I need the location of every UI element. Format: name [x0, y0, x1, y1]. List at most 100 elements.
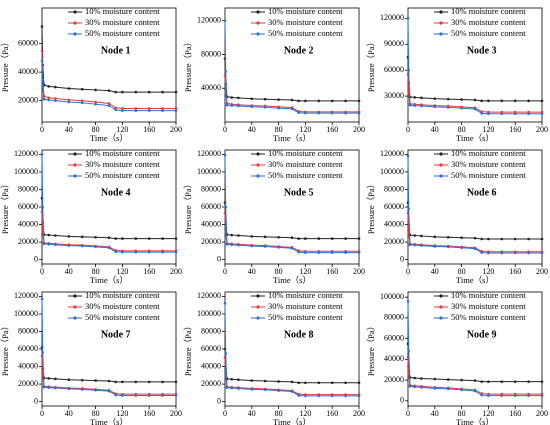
legend-label: 50% moisture content — [85, 170, 160, 180]
x-tick-label: 160 — [509, 409, 521, 418]
point — [230, 96, 233, 99]
y-tick-label: 100000 — [14, 167, 38, 176]
x-tick-label: 160 — [326, 125, 338, 134]
point — [317, 99, 321, 103]
point — [473, 247, 477, 250]
point — [297, 111, 301, 115]
y-tick-label: 0 — [34, 396, 38, 405]
x-tick-label: 200 — [170, 267, 182, 276]
point — [433, 105, 437, 109]
point — [107, 102, 111, 105]
point — [357, 99, 361, 103]
point — [413, 243, 417, 247]
point — [147, 109, 151, 112]
point — [40, 25, 44, 28]
x-tick-label: 160 — [509, 125, 521, 134]
legend-label: 10% moisture content — [268, 6, 343, 16]
point — [47, 377, 50, 380]
legend-label: 10% moisture content — [451, 290, 526, 300]
legend-marker — [439, 294, 443, 298]
point — [47, 233, 50, 237]
x-tick-label: 40 — [431, 267, 439, 276]
panel: 20000 40000 60000 0 40 80 120 160 200 Time（s） Pres… — [0, 6, 182, 143]
point — [330, 99, 334, 103]
point — [357, 111, 361, 115]
point — [527, 112, 530, 116]
legend-label: 10% moisture content — [85, 6, 160, 16]
point — [297, 381, 301, 385]
x-tick-label: 200 — [353, 409, 365, 418]
x-tick-label: 0 — [406, 409, 410, 418]
y-tick-label: 120000 — [197, 291, 221, 300]
point — [487, 380, 490, 383]
x-tick-label: 80 — [458, 409, 466, 418]
point — [67, 235, 71, 238]
point — [174, 250, 178, 254]
legend-label: 30% moisture content — [451, 17, 526, 27]
y-axis-title: Pressure（Pa） — [183, 38, 193, 92]
point — [263, 388, 267, 392]
y-tick-label: 40000 — [18, 67, 38, 76]
y-tick-label: 20000 — [18, 379, 38, 388]
point — [304, 381, 307, 385]
y-tick-label: 40000 — [18, 219, 38, 228]
x-axis-title: Time（s） — [90, 133, 128, 143]
series-line — [407, 343, 542, 383]
point — [121, 107, 124, 110]
series-line — [41, 347, 176, 383]
point — [94, 102, 97, 106]
legend-label: 50% moisture content — [268, 28, 343, 38]
point — [161, 380, 164, 384]
point — [446, 378, 450, 381]
point — [250, 235, 254, 238]
point — [223, 153, 227, 157]
y-tick-label: 60000 — [18, 344, 38, 353]
point — [80, 378, 84, 382]
point — [94, 100, 97, 104]
point — [114, 106, 117, 110]
node-label: Node 5 — [284, 188, 314, 199]
point — [513, 394, 517, 397]
point — [80, 235, 84, 239]
point — [114, 90, 117, 94]
legend-label: 30% moisture content — [85, 17, 160, 27]
point — [500, 251, 504, 255]
x-axis-title: Time（s） — [90, 275, 128, 285]
point — [480, 99, 484, 103]
point — [94, 388, 97, 392]
y-tick-label: 100000 — [197, 309, 221, 318]
point — [407, 68, 410, 72]
x-tick-label: 120 — [299, 125, 311, 134]
point — [460, 98, 463, 101]
y-tick-label: 80000 — [18, 184, 38, 193]
panel: 0 20000 40000 60000 80000 100000 120000 0 40 80 12… — [0, 290, 182, 425]
legend-marker — [73, 174, 77, 178]
x-tick-label: 200 — [536, 267, 548, 276]
point — [161, 237, 164, 240]
point — [263, 105, 267, 109]
y-axis-title: Pressure（Pa） — [0, 322, 10, 376]
point — [225, 103, 229, 107]
point — [224, 205, 227, 209]
legend-marker — [73, 163, 77, 167]
point — [433, 97, 437, 100]
legend-label: 10% moisture content — [268, 148, 343, 158]
y-tick-label: 80000 — [201, 326, 221, 335]
x-tick-label: 160 — [143, 267, 155, 276]
point — [406, 300, 410, 303]
point — [161, 109, 164, 112]
point — [225, 242, 229, 246]
y-tick-label: 60000 — [384, 333, 404, 342]
x-tick-label: 40 — [65, 125, 73, 134]
legend-marker — [256, 174, 260, 178]
point — [480, 251, 484, 254]
point — [433, 377, 437, 381]
x-tick-label: 80 — [92, 125, 100, 134]
point — [67, 87, 71, 90]
legend-label: 30% moisture content — [268, 17, 343, 27]
point — [147, 237, 151, 240]
y-tick-label: 60000 — [201, 202, 221, 211]
node-label: Node 9 — [467, 330, 497, 341]
point — [250, 97, 254, 101]
point — [487, 251, 490, 255]
